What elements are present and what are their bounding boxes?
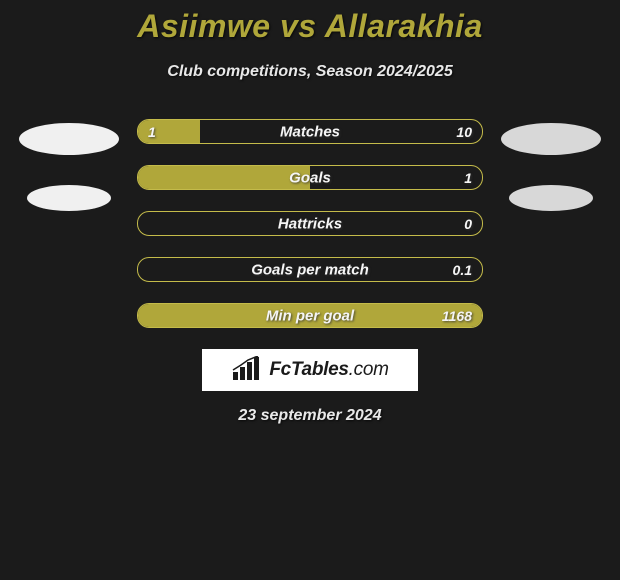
stat-right-value: 0.1	[453, 262, 472, 278]
stat-right-value: 1168	[442, 308, 472, 324]
right-avatar-col	[501, 119, 601, 211]
stat-label: Goals	[289, 169, 331, 186]
stat-label: Min per goal	[266, 307, 354, 324]
stat-bar: Hattricks 0	[137, 211, 483, 236]
stat-bar: 1 Matches 10	[137, 119, 483, 144]
stat-bar: Goals 1	[137, 165, 483, 190]
player-left-avatar	[19, 123, 119, 155]
stat-right-value: 1	[464, 170, 472, 186]
stat-bar: Min per goal 1168	[137, 303, 483, 328]
header: Asiimwe vs Allarakhia Club competitions,…	[0, 0, 620, 81]
stat-label: Hattricks	[278, 215, 342, 232]
comparison-area: 1 Matches 10 Goals 1 Hattricks 0 Goals per matc…	[0, 119, 620, 328]
logo-box: FcTables.com	[202, 349, 418, 391]
stat-bar: Goals per match 0.1	[137, 257, 483, 282]
stats-bars: 1 Matches 10 Goals 1 Hattricks 0 Goals per matc…	[137, 119, 483, 328]
stat-left-value: 1	[148, 124, 156, 140]
logo-main: FcTables	[269, 359, 348, 380]
stat-fill-left	[138, 166, 310, 189]
player-right-avatar	[501, 123, 601, 155]
page-subtitle: Club competitions, Season 2024/2025	[0, 63, 620, 81]
footer-date: 23 september 2024	[0, 407, 620, 425]
team-right-badge	[509, 185, 593, 211]
page-title: Asiimwe vs Allarakhia	[0, 8, 620, 45]
logo-text: FcTables.com	[269, 359, 388, 381]
team-left-badge	[27, 185, 111, 211]
stat-label: Matches	[280, 123, 340, 140]
stat-right-value: 10	[456, 124, 472, 140]
logo-suffix: .com	[349, 359, 389, 380]
stat-right-value: 0	[464, 216, 472, 232]
bar-chart-icon	[231, 356, 263, 385]
left-avatar-col	[19, 119, 119, 211]
stat-label: Goals per match	[251, 261, 369, 278]
